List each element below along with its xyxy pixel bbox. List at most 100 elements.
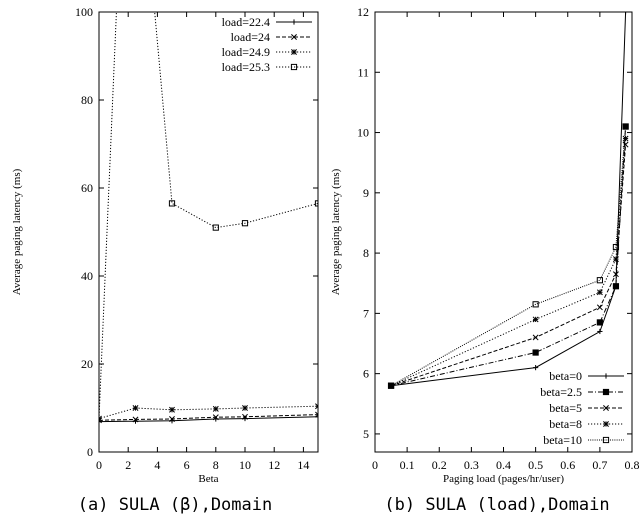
- y-axis-label: Average paging latency (ms): [330, 168, 342, 295]
- x-tick-label: 6: [184, 458, 190, 472]
- data-point: [241, 220, 249, 227]
- series-line: [99, 414, 318, 421]
- x-tick-label: 0.4: [496, 458, 511, 472]
- legend-label: load=25.3: [222, 60, 270, 74]
- series-line: [390, 126, 627, 387]
- x-tick-label: 0.3: [464, 458, 479, 472]
- y-tick-label: 12: [357, 5, 369, 19]
- series-line: [99, 12, 318, 420]
- y-tick-label: 6: [363, 367, 369, 381]
- legend-marker: [291, 19, 297, 25]
- data-point: [533, 365, 539, 371]
- data-point: [388, 382, 395, 389]
- data-point: [169, 416, 175, 422]
- x-tick-label: 8: [213, 458, 219, 472]
- data-point: [597, 328, 603, 335]
- data-point: [242, 413, 248, 420]
- x-tick-label: 10: [239, 458, 251, 472]
- legend-label: load=24.9: [222, 45, 270, 59]
- data-point: [314, 200, 318, 207]
- data-point: [532, 316, 539, 323]
- data-point: [596, 289, 603, 296]
- legend-marker: [291, 34, 297, 40]
- y-tick-label: 100: [75, 5, 93, 19]
- legend-marker: [602, 388, 610, 396]
- data-point: [622, 123, 629, 130]
- data-point: [132, 416, 139, 423]
- data-point: [212, 405, 219, 412]
- data-point: [532, 334, 539, 341]
- legend-label: beta=10: [543, 433, 582, 447]
- y-tick-label: 40: [81, 269, 93, 283]
- x-tick-label: 14: [297, 458, 309, 472]
- legend-label: load=24: [231, 30, 270, 44]
- data-point: [596, 304, 603, 311]
- legend-label: load=22.4: [222, 15, 270, 29]
- x-tick-label: 0: [96, 458, 102, 472]
- data-point: [612, 243, 620, 251]
- legend-label: beta=2.5: [540, 385, 582, 399]
- y-tick-label: 11: [357, 65, 369, 79]
- x-tick-label: 0.6: [560, 458, 575, 472]
- y-tick-label: 9: [363, 186, 369, 200]
- data-point: [612, 256, 619, 263]
- x-tick-label: 12: [268, 458, 280, 472]
- y-tick-label: 8: [363, 246, 369, 260]
- legend-marker: [603, 405, 609, 411]
- x-axis-label: Paging load (pages/hr/user): [443, 473, 564, 485]
- legend-marker: [291, 49, 297, 55]
- data-point: [315, 411, 318, 418]
- data-point: [622, 135, 629, 142]
- data-point: [132, 405, 139, 411]
- plot-frame: [98, 11, 319, 453]
- data-point: [596, 277, 603, 284]
- y-tick-label: 5: [363, 427, 369, 441]
- series-layer: [387, 12, 629, 389]
- data-point: [596, 319, 603, 326]
- data-point: [532, 349, 539, 356]
- legend-marker: [602, 436, 610, 444]
- legend-label: beta=0: [549, 369, 582, 383]
- y-tick-label: 10: [357, 126, 369, 140]
- legend-marker: [603, 373, 609, 379]
- x-tick-label: 0.5: [528, 458, 543, 472]
- series-line: [391, 12, 627, 387]
- plot-frame: [374, 11, 633, 453]
- chart-b: 0 0.1 0.2 0.3 0.4 0.5 0.6 0.7 0.8 5 6 7 8 9 10 11 12 Pagi…: [330, 5, 640, 485]
- data-point: [622, 12, 629, 15]
- legend-label: beta=8: [549, 417, 582, 431]
- y-tick-label: 80: [81, 93, 93, 107]
- series-line: [390, 144, 627, 387]
- x-axis-label: Beta: [198, 473, 218, 485]
- y-tick-label: 60: [81, 181, 93, 195]
- series-layer: [99, 12, 318, 425]
- data-point: [168, 200, 176, 207]
- x-tick-label: 0.1: [400, 458, 415, 472]
- legend-label: beta=5: [549, 401, 582, 415]
- y-tick-label: 7: [363, 306, 369, 320]
- data-point: [532, 301, 539, 308]
- caption-a: (a) SULA (β),Domain: [78, 495, 272, 515]
- legend: beta=0 beta=2.5 beta=5 beta=8 beta=10: [540, 369, 624, 447]
- y-tick-label: 0: [87, 445, 93, 459]
- data-point: [212, 414, 219, 421]
- x-tick-label: 0: [372, 458, 378, 472]
- data-point: [99, 415, 102, 422]
- chart-a: 0 2 4 6 8 10 12 14 0 20 40 60 80 100 Beta Average pagin…: [11, 5, 319, 485]
- legend-marker: [603, 421, 609, 427]
- x-tick-label: 2: [125, 458, 131, 472]
- data-point: [387, 382, 395, 389]
- series-line: [99, 416, 318, 423]
- data-point: [242, 405, 248, 411]
- x-tick-label: 0.8: [625, 458, 640, 472]
- x-tick-label: 0.2: [432, 458, 447, 472]
- data-point: [612, 271, 619, 278]
- x-tick-label: 0.7: [592, 458, 607, 472]
- data-point: [315, 403, 318, 410]
- y-tick-label: 20: [81, 357, 93, 371]
- legend-marker: [290, 63, 298, 71]
- data-point: [169, 406, 175, 413]
- x-tick-label: 4: [154, 458, 160, 472]
